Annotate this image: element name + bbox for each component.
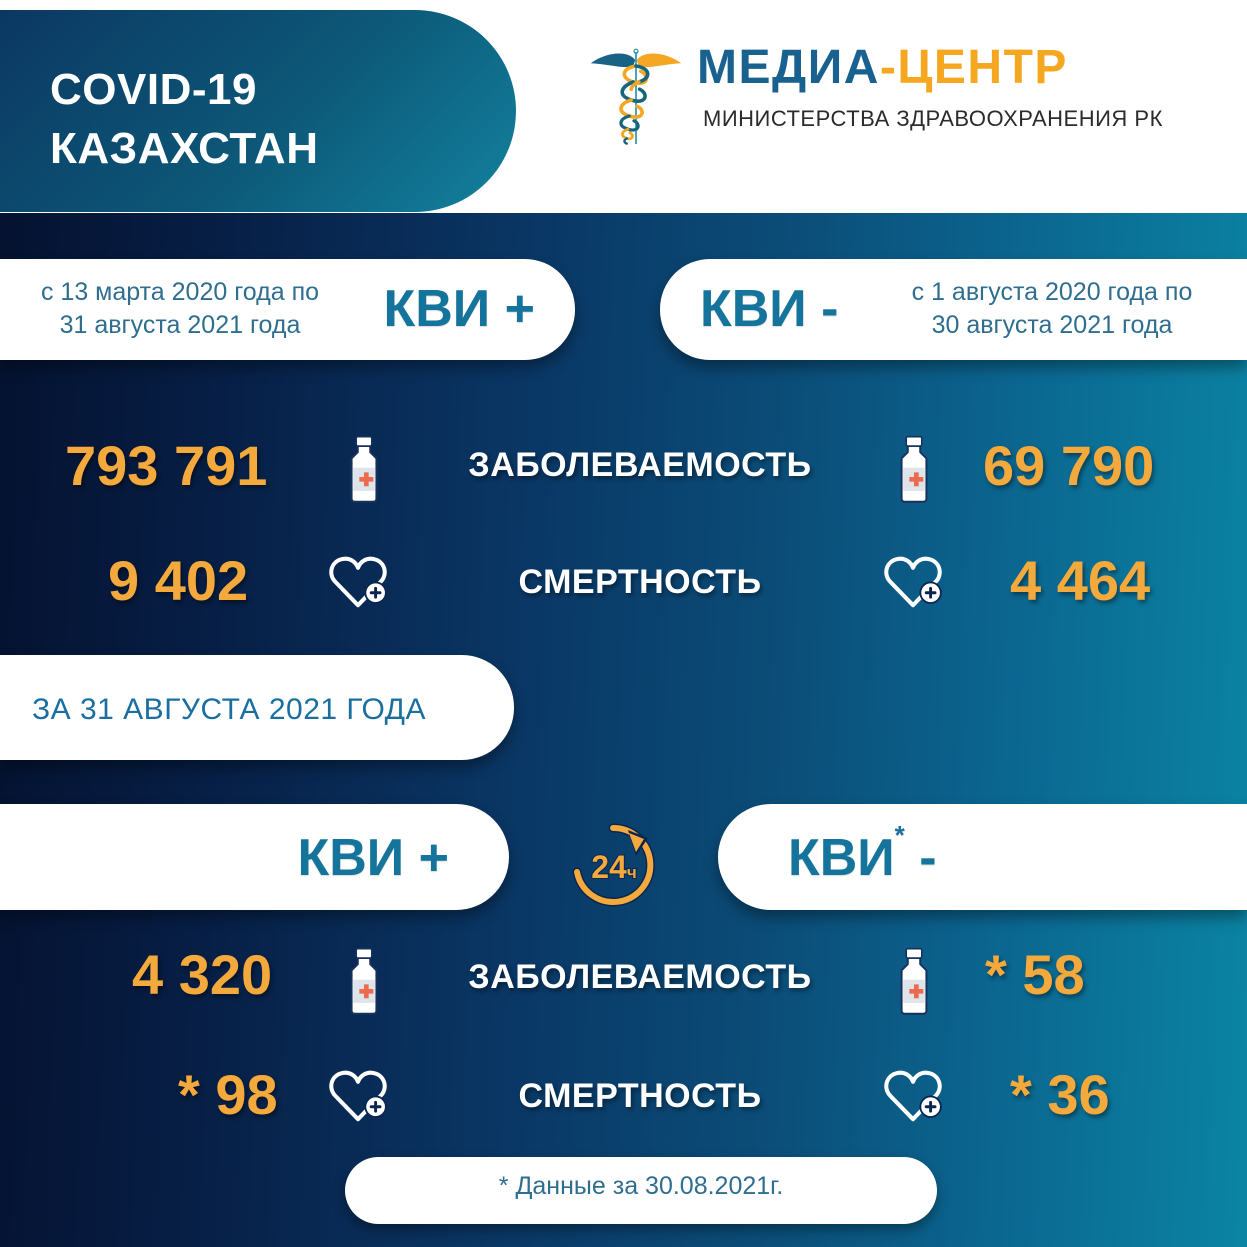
svg-text:24ч: 24ч [591, 849, 636, 885]
